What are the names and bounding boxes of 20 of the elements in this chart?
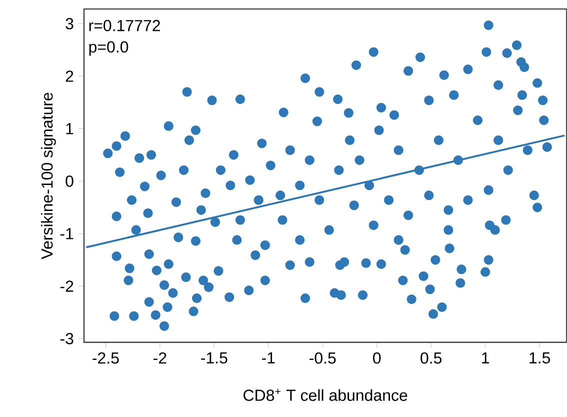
x-tick-label: -2.5 (92, 352, 119, 364)
y-tick-label: 1 (66, 123, 74, 134)
annotation: r=0.17772 (89, 20, 160, 32)
y-tick-label: -2 (60, 280, 74, 292)
x-tick-label: -1.5 (201, 352, 228, 364)
x-tick-label: 1.5 (530, 352, 550, 364)
y-tick-label: 2 (66, 70, 74, 82)
x-tick-label: -1 (262, 352, 275, 364)
y-tick-label: 3 (66, 18, 74, 30)
x-tick-label: 0 (373, 352, 381, 364)
y-axis-title: Versikine-100 signature (41, 92, 56, 260)
x-tick-label: 1 (482, 352, 489, 364)
x-axis-title: CD8$^{+}$ T cell abundance (244, 388, 408, 401)
y-tick-label: -1 (60, 228, 74, 240)
y-tick-label: -3 (60, 332, 74, 344)
x-tick-label: -2 (154, 352, 166, 364)
x-tick-label: -0.5 (310, 352, 336, 364)
annotation: p=0.0 (89, 41, 128, 56)
y-tick-label: 0 (66, 176, 74, 187)
x-tick-label: 0.5 (420, 352, 442, 364)
